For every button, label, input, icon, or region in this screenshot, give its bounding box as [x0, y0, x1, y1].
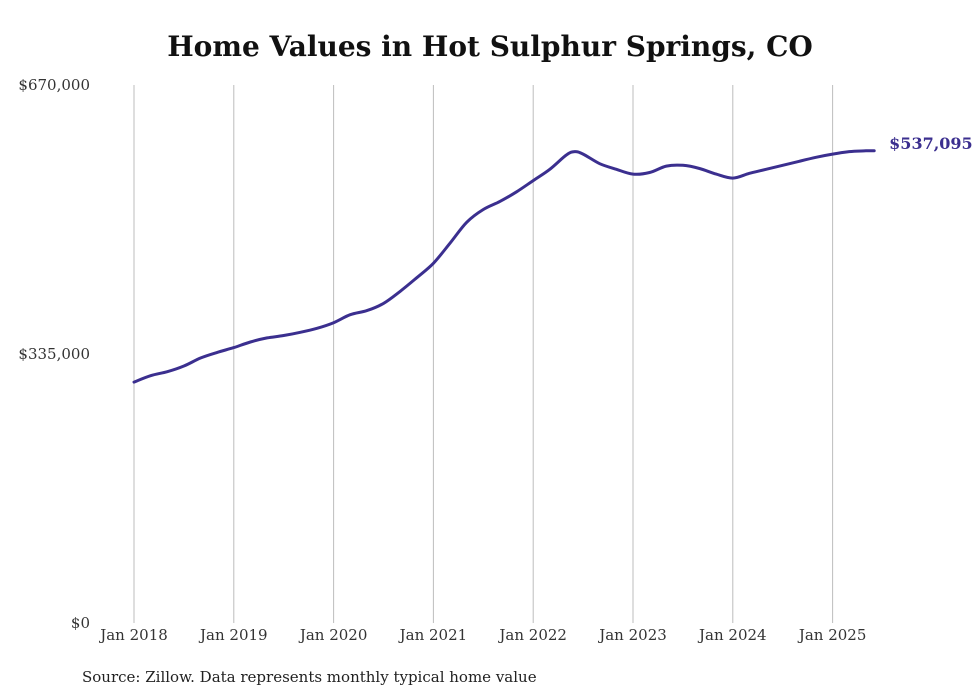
x-tick-label: Jan 2024 [697, 626, 767, 644]
x-tick-label: Jan 2018 [98, 626, 168, 644]
y-tick-label: $670,000 [18, 76, 90, 94]
x-tick-label: Jan 2020 [298, 626, 368, 644]
grid-layer [133, 85, 834, 623]
series-layer: $537,095 [132, 134, 973, 384]
x-tick-label: Jan 2023 [597, 626, 667, 644]
source-note: Source: Zillow. Data represents monthly … [82, 668, 537, 686]
x-tick-label: Jan 2022 [497, 626, 567, 644]
home-value-line [132, 149, 876, 384]
y-tick-label: $0 [71, 614, 90, 632]
x-tick-label: Jan 2025 [797, 626, 867, 644]
tick-layer: Jan 2018 Jan 2019 Jan 2020 Jan 2021 Jan 2022… [18, 76, 866, 644]
x-tick-label: Jan 2019 [198, 626, 268, 644]
y-tick-label: $335,000 [18, 345, 90, 363]
end-value-label: $537,095 [889, 134, 973, 153]
x-tick-label: Jan 2021 [398, 626, 468, 644]
chart-title: Home Values in Hot Sulphur Springs, CO [167, 30, 813, 63]
